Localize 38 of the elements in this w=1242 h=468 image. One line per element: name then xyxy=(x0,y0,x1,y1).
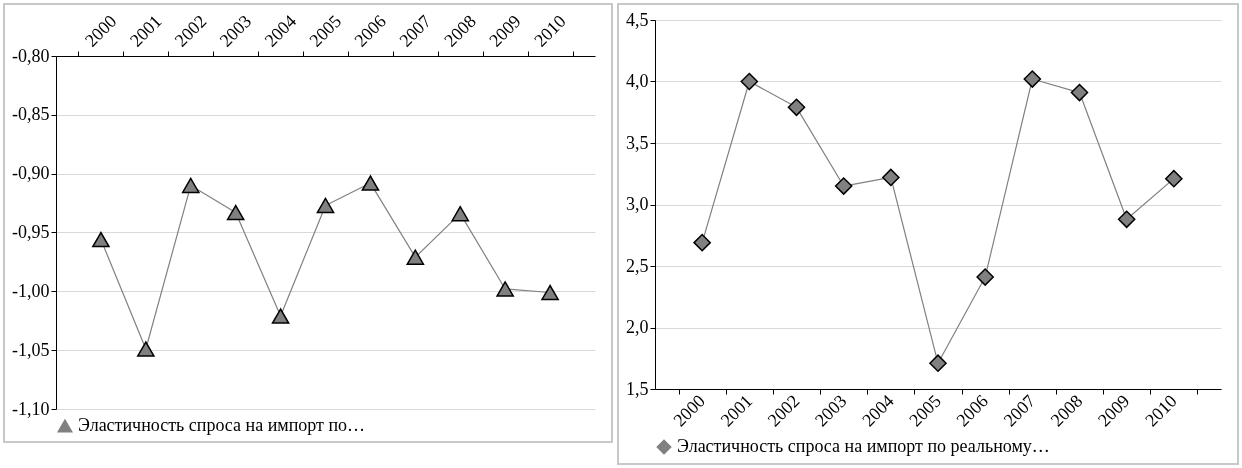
point xyxy=(1117,210,1136,229)
point xyxy=(1070,83,1089,102)
point xyxy=(1165,169,1183,188)
y-tick-label: -0,80 xyxy=(12,45,50,66)
point xyxy=(541,284,559,301)
point xyxy=(137,341,155,357)
point xyxy=(92,231,110,248)
legend-label: Эластичность спроса на импорт по реальному… xyxy=(677,436,1050,456)
point xyxy=(834,177,853,195)
point xyxy=(976,268,994,286)
point xyxy=(451,205,470,222)
y-tick-label: -0,85 xyxy=(12,104,50,125)
point xyxy=(693,233,711,252)
point xyxy=(226,204,245,221)
y-tick-label: -1,00 xyxy=(12,280,50,301)
y-tick-label: 2,5 xyxy=(626,255,649,276)
y-tick-label: 3,5 xyxy=(626,132,649,153)
y-tick-label: 4,5 xyxy=(626,9,649,30)
y-tick-label: 3,0 xyxy=(626,194,649,214)
point xyxy=(406,249,425,265)
point xyxy=(361,175,380,191)
point xyxy=(740,72,759,91)
point xyxy=(787,98,806,117)
y-tick-label: -1,10 xyxy=(12,398,50,419)
point xyxy=(882,168,900,187)
y-tick-label: -0,95 xyxy=(12,222,50,242)
y-tick-label: 4,0 xyxy=(626,71,649,91)
y-tick-label: -1,05 xyxy=(12,339,50,360)
point xyxy=(181,177,200,194)
y-tick-label: 1,5 xyxy=(626,378,649,399)
y-tick-label: 2,0 xyxy=(626,317,649,337)
point xyxy=(929,354,947,372)
point xyxy=(1023,70,1042,88)
y-tick-label: -0,90 xyxy=(12,163,50,184)
legend-label: Эластичность спроса на импорт по… xyxy=(78,415,366,435)
point xyxy=(316,197,335,214)
point xyxy=(496,281,514,297)
point xyxy=(271,308,290,324)
